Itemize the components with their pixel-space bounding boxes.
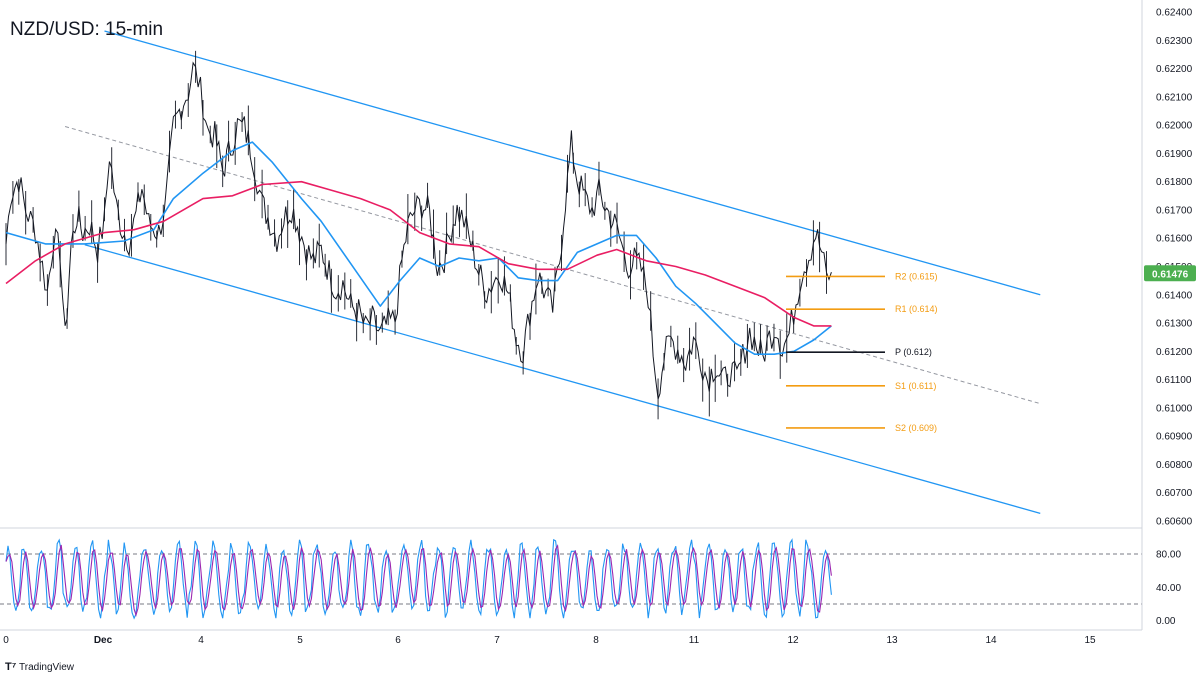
time-tick-label: 5 [297,635,303,646]
oscillator-d-line[interactable] [5,544,832,617]
oscillator-tick-label: 80.00 [1156,550,1181,561]
price-tick-label: 0.61100 [1156,375,1192,386]
channel-upper-line[interactable] [104,30,1041,296]
pivot-label: R2 (0.615) [895,271,938,281]
time-tick-label: Dec [94,635,113,646]
pivot-label: R1 (0.614) [895,304,938,314]
channel-lower-line[interactable] [84,244,1041,514]
time-tick-label: 13 [886,635,898,646]
price-tick-label: 0.62300 [1156,36,1193,47]
price-tick-label: 0.60700 [1156,488,1193,499]
time-tick-label: 15 [1084,635,1096,646]
time-tick-label: 8 [593,635,599,646]
time-tick-label: 7 [494,635,500,646]
oscillator-tick-label: 0.00 [1156,616,1176,627]
chart-title: NZD/USD: 15-min [10,19,163,40]
price-tick-label: 0.62100 [1156,92,1193,103]
price-tick-label: 0.62400 [1156,8,1193,19]
price-tick-label: 0.60900 [1156,432,1193,443]
time-tick-label: 14 [985,635,997,646]
oscillator-tick-label: 40.00 [1156,583,1181,594]
tradingview-logo-icon: T⁷ [5,661,17,673]
pivot-label: S2 (0.609) [895,423,937,433]
price-tick-label: 0.61400 [1156,290,1193,301]
moving-average-fast[interactable] [5,141,832,356]
price-tick-label: 0.62000 [1156,121,1193,132]
price-tick-label: 0.61600 [1156,234,1193,245]
tradingview-logo: T⁷ TradingView [5,661,75,673]
time-tick-label: 11 [689,635,700,646]
time-tick-label: 0 [3,635,9,646]
price-tick-label: 0.60800 [1156,460,1193,471]
last-price-badge [1144,265,1196,282]
time-tick-label: 6 [395,635,401,646]
price-line[interactable] [5,61,832,400]
time-tick-label: 4 [198,635,204,646]
time-tick-label: 12 [787,635,799,646]
price-tick-label: 0.60600 [1156,517,1193,528]
price-tick-label: 0.61900 [1156,149,1193,160]
moving-average-slow[interactable] [5,180,832,327]
last-price-label: 0.61476 [1152,269,1189,280]
pivot-label: S1 (0.611) [895,381,936,391]
pivot-label: P (0.612) [895,347,932,357]
tradingview-brand: TradingView [19,662,75,673]
price-tick-label: 0.61800 [1156,177,1193,188]
price-tick-label: 0.61000 [1156,403,1193,414]
price-tick-label: 0.62200 [1156,64,1193,75]
channel-midline[interactable] [64,126,1041,405]
price-tick-label: 0.61200 [1156,347,1193,358]
price-tick-label: 0.61700 [1156,205,1193,216]
price-tick-label: 0.61300 [1156,319,1193,330]
oscillator-k-line[interactable] [5,538,832,620]
